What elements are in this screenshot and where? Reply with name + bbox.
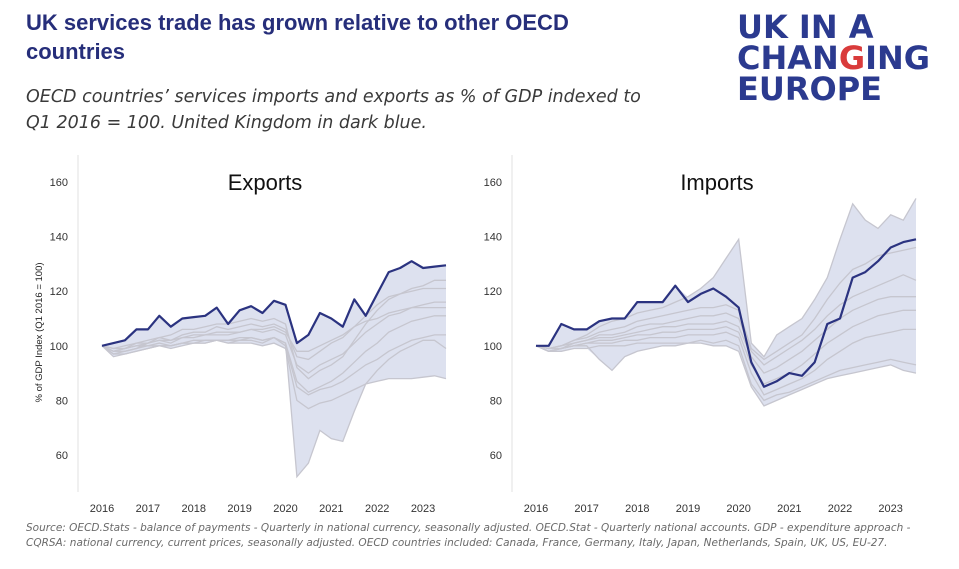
logo-line-2-start: CHAN — [737, 39, 839, 77]
series-line-other — [535, 328, 916, 396]
x-tick-label: 2022 — [828, 503, 852, 515]
y-tick-label: 60 — [56, 450, 68, 462]
x-tick-label: 2020 — [273, 503, 297, 515]
y-tick-label: 80 — [56, 395, 68, 407]
x-tick-label: 2023 — [878, 503, 902, 515]
imports-chart-svg: 60 80 100 120 140 160 2016 2017 2018 2019 2020 2021… — [484, 155, 917, 515]
series-line-other — [101, 306, 446, 352]
x-tick-label: 2018 — [625, 503, 649, 515]
y-tick-label: 140 — [484, 232, 502, 244]
series-line-other — [535, 274, 917, 366]
page-title: UK services trade has grown relative to … — [26, 10, 569, 64]
series-line-uk — [536, 238, 917, 388]
x-tick-label: 2016 — [90, 503, 114, 515]
x-tick-label: 2017 — [136, 503, 160, 515]
series-line-other — [535, 296, 916, 374]
y-axis-label: % of GDP Index (Q1 2016 = 100) — [34, 262, 45, 402]
range-band — [102, 261, 446, 477]
y-tick-label: 120 — [50, 286, 68, 298]
x-tick-label: 2017 — [574, 503, 598, 515]
exports-chart: 60 80 100 120 140 160 2016 2017 2018 2019 2020 2021… — [26, 150, 466, 520]
series-line-other — [535, 198, 917, 358]
series-line-uk — [101, 260, 447, 347]
logo-line-2-end: ING — [865, 39, 931, 77]
source-note: Source: OECD.Stats - balance of payments… — [26, 522, 911, 549]
x-tick-label: 2016 — [524, 503, 548, 515]
y-tick-label: 60 — [490, 450, 502, 462]
exports-chart-svg: 60 80 100 120 140 160 2016 2017 2018 2019 2020 2021… — [34, 155, 447, 515]
logo-line-2: CHANGING — [737, 42, 952, 74]
series-line-other — [535, 246, 917, 361]
chart-title: Exports — [228, 170, 303, 195]
y-tick-label: 80 — [490, 395, 502, 407]
series-line-other — [535, 342, 917, 407]
x-tick-label: 2021 — [777, 503, 801, 515]
logo-highlight-letter: G — [838, 39, 866, 77]
series-line-other — [535, 309, 916, 385]
x-tick-label: 2019 — [227, 503, 251, 515]
x-tick-label: 2019 — [676, 503, 700, 515]
series-line-other — [101, 336, 447, 479]
y-tick-label: 140 — [50, 232, 68, 244]
y-tick-label: 100 — [484, 341, 502, 353]
y-tick-label: 160 — [484, 177, 502, 189]
range-band — [536, 198, 916, 406]
imports-chart: 60 80 100 120 140 160 2016 2017 2018 2019 2020 2021… — [466, 150, 936, 520]
series-line-other — [101, 287, 446, 361]
page-subtitle: OECD countries’ services imports and exp… — [26, 87, 641, 133]
y-tick-label: 160 — [50, 177, 68, 189]
x-tick-label: 2018 — [181, 503, 205, 515]
y-tick-label: 100 — [50, 341, 68, 353]
x-tick-label: 2022 — [365, 503, 389, 515]
x-tick-label: 2023 — [411, 503, 435, 515]
series-line-other — [535, 339, 917, 402]
chart-title: Imports — [680, 170, 753, 195]
y-tick-label: 120 — [484, 286, 502, 298]
uk-in-a-changing-europe-logo: UK IN A CHANGING EUROPE — [737, 8, 952, 108]
x-tick-label: 2020 — [726, 503, 750, 515]
x-tick-label: 2021 — [319, 503, 343, 515]
logo-line-1: UK IN A — [737, 8, 874, 46]
logo-line-3: EUROPE — [737, 70, 882, 108]
